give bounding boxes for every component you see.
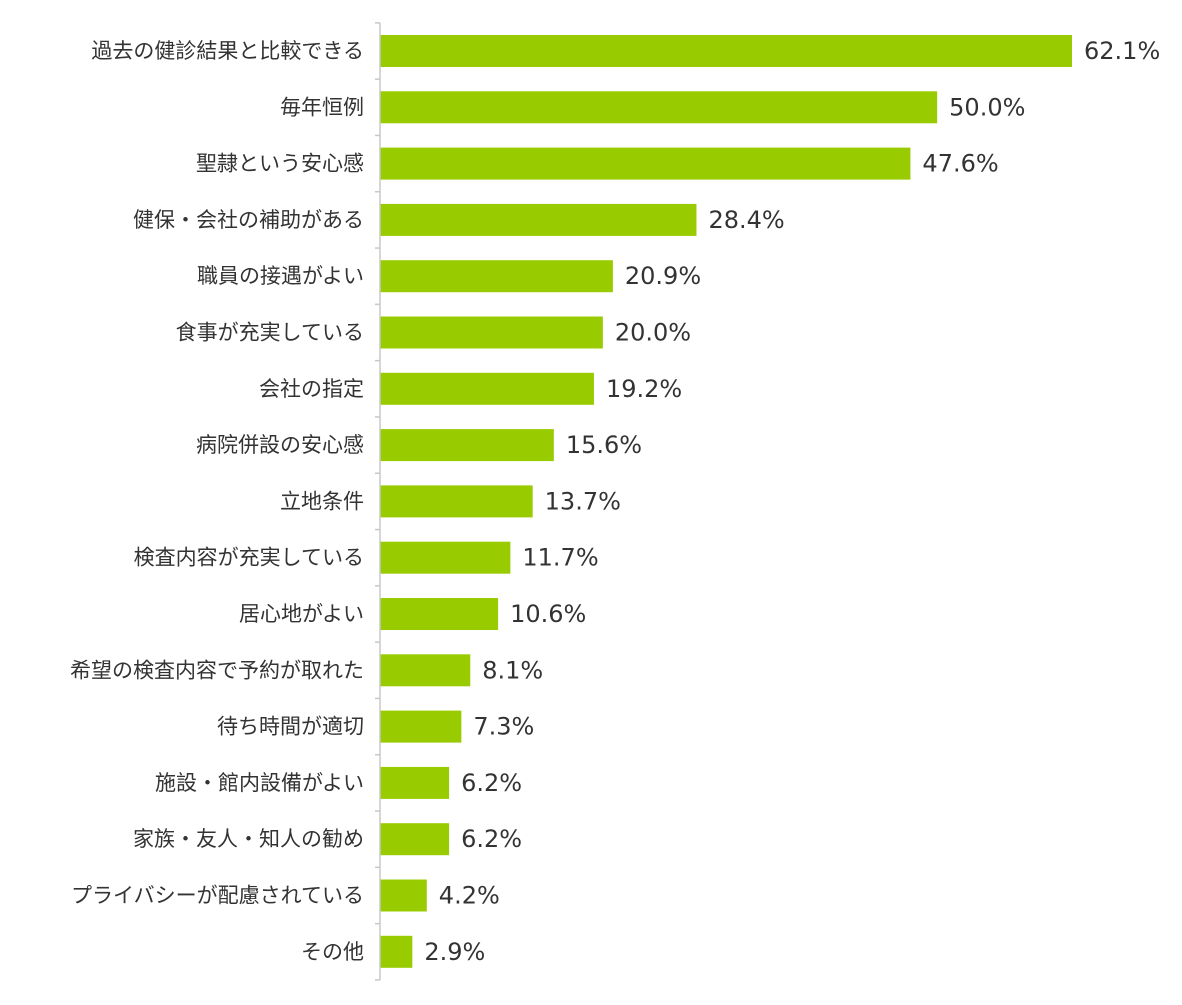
value-label: 19.2% [606,375,682,403]
category-label: 過去の健診結果と比較できる [91,39,364,63]
value-label: 10.6% [510,600,586,628]
category-label: 会社の指定 [259,377,364,401]
category-label: 聖隷という安心感 [196,152,364,176]
bars-group [380,35,1072,968]
bar [380,372,594,405]
category-label: 検査内容が充実している [134,546,364,570]
bar [380,260,613,293]
bar [380,710,462,743]
bar [380,203,697,236]
bar [380,35,1072,67]
category-labels-group: 過去の健診結果と比較できる毎年恒例聖隷という安心感健保・会社の補助がある職員の接… [70,39,364,964]
bar [380,91,938,124]
value-label: 7.3% [473,713,534,741]
value-label: 11.7% [522,544,598,572]
category-label: その他 [301,940,364,964]
value-label: 47.6% [922,150,998,178]
value-label: 13.7% [545,487,621,515]
category-label: 希望の検査内容で予約が取れた [70,658,364,682]
value-labels-group: 62.1% 50.0% 47.6% 28.4%20.9% 20.0% 19.2% 15.6%… [424,37,1160,966]
category-label: 職員の接遇がよい [197,264,364,288]
value-label: 6.2% [461,769,522,797]
bar [380,485,533,518]
category-label: 待ち時間が適切 [217,715,364,739]
value-label: 15.6% [566,431,642,459]
value-label: 6.2% [461,825,522,853]
category-label: 健保・会社の補助がある [133,208,364,232]
category-label: 家族・友人・知人の勧め [133,827,364,851]
value-label: 28.4% [708,206,784,234]
category-label: 施設・館内設備がよい [155,771,364,795]
value-label: 50.0% [949,93,1025,121]
category-label: 毎年恒例 [280,95,364,119]
category-label: 居心地がよい [239,602,364,626]
bar [380,541,511,574]
bar [380,316,603,349]
bar [380,654,471,687]
value-label: 62.1% [1084,37,1160,65]
category-label: 食事が充実している [176,321,364,345]
bar [380,598,499,630]
bar [380,823,450,856]
y-axis-group [375,22,381,981]
bar [380,429,554,462]
value-label: 20.0% [615,319,691,347]
bar [380,766,450,799]
category-label: 病院併設の安心感 [196,433,364,457]
value-label: 8.1% [482,656,543,684]
category-label: 立地条件 [280,489,364,513]
category-label: プライバシーが配慮されている [71,884,364,908]
bar [380,147,911,180]
bar [380,935,413,968]
value-label: 2.9% [424,938,485,966]
bar [380,879,427,912]
value-label: 4.2% [439,882,500,910]
value-label: 20.9% [625,262,701,290]
